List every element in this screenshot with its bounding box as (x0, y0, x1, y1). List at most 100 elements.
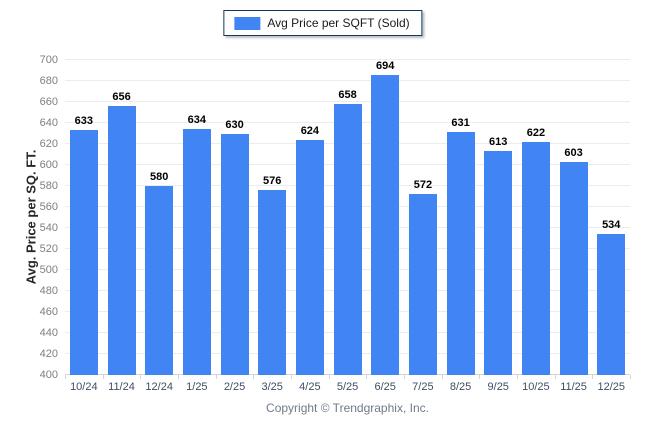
bar-value-label: 630 (225, 118, 244, 131)
x-tick-label: 10/24 (70, 381, 98, 393)
bar-value-label: 656 (112, 91, 131, 104)
y-tick-label: 400 (39, 369, 58, 381)
y-tick-label: 540 (39, 221, 58, 234)
bar-slot: 634 (178, 60, 216, 375)
x-tick-label: 4/25 (299, 381, 321, 393)
bar-slot: 658 (329, 60, 367, 375)
bar-slot: 630 (216, 60, 254, 375)
bar-value-label: 633 (74, 115, 94, 128)
bar-value-label: 658 (338, 89, 357, 102)
bar-slot: 633 (65, 60, 103, 375)
x-tick-label: 9/25 (487, 381, 509, 393)
bar-value-label: 534 (602, 219, 621, 232)
axis-tick (404, 375, 405, 379)
bar (446, 132, 475, 375)
axis-tick (178, 375, 179, 379)
copyright-text: Copyright © Trendgraphix, Inc. (266, 401, 429, 415)
axis-tick (65, 375, 66, 379)
bar-slot: 624 (291, 60, 329, 375)
x-tick-label: 12/25 (597, 381, 625, 393)
plot-area: 400 420 440 460 480 500 520 540 560 580 600 620 640 6… (40, 55, 631, 381)
bar (107, 106, 136, 375)
bar (333, 104, 362, 375)
x-tick-label: 7/25 (412, 381, 434, 393)
x-tick-label: 5/25 (336, 381, 359, 393)
legend-color-swatch (234, 16, 261, 30)
gridline (65, 79, 630, 81)
y-tick-label: 480 (39, 285, 58, 297)
bar-slot: 631 (442, 60, 480, 375)
gridline (65, 100, 630, 102)
bar-value-label: 694 (376, 60, 395, 72)
bar-slot: 603 (555, 60, 593, 375)
y-tick-label: 580 (39, 180, 58, 192)
bar (145, 186, 174, 375)
axis-tick (291, 375, 292, 379)
axis-tick (102, 375, 104, 379)
bar (182, 129, 211, 375)
bar-value-label: 631 (451, 117, 470, 130)
bar (521, 141, 550, 375)
bar-value-label: 624 (300, 124, 320, 137)
bar (559, 161, 588, 375)
bar (484, 151, 513, 375)
axis-tick (253, 375, 255, 379)
y-tick-label: 640 (39, 117, 58, 129)
x-tick-label: 3/25 (261, 381, 283, 393)
bar-value-label: 634 (187, 114, 207, 127)
bar (371, 75, 400, 375)
y-tick-label: 500 (39, 263, 58, 276)
x-tick-label: 1/25 (186, 381, 208, 393)
y-tick-label: 680 (39, 74, 58, 87)
axis-tick (479, 375, 481, 379)
bar (408, 194, 437, 375)
axis-tick (630, 375, 631, 379)
y-tick-label: 520 (39, 243, 58, 255)
y-tick-label: 600 (39, 158, 58, 171)
bar-value-label: 576 (263, 175, 282, 188)
x-tick-label: 10/25 (522, 381, 550, 393)
y-tick-label: 700 (39, 54, 58, 66)
bar-slot: 572 (404, 60, 442, 375)
bars-layer: 633 656 580 634 630 576 624 658 694 572 631 613 622 6… (65, 60, 630, 375)
bar-slot: 534 (592, 60, 630, 375)
bar-slot: 576 (253, 60, 291, 375)
bar-value-label: 580 (150, 171, 169, 183)
axis-tick (441, 375, 443, 379)
x-axis-ticks (65, 375, 631, 379)
axis-tick (592, 375, 594, 379)
bar (597, 234, 626, 375)
x-tick-label: 11/25 (560, 381, 587, 393)
bar-slot: 613 (479, 60, 517, 375)
axis-tick (215, 375, 217, 379)
bar-slot: 622 (517, 60, 555, 375)
bar-slot: 656 (103, 60, 141, 375)
x-tick-label: 6/25 (374, 381, 396, 393)
axis-tick (140, 375, 142, 379)
bar-value-label: 622 (526, 126, 546, 139)
gridline (65, 59, 630, 60)
axis-tick (517, 375, 518, 379)
bar (295, 139, 324, 375)
x-axis-labels: 10/24 11/24 12/24 1/25 2/25 3/25 4/25 5/25 6/25 7… (65, 381, 630, 393)
y-tick-label: 560 (39, 201, 58, 213)
y-tick-label: 460 (39, 306, 58, 318)
bar (220, 133, 249, 375)
x-tick-label: 2/25 (223, 381, 246, 393)
axis-tick (328, 375, 330, 379)
legend-label: Avg Price per SQFT (Sold) (267, 16, 410, 30)
x-tick-label: 12/24 (145, 381, 173, 393)
bar-slot: 580 (140, 60, 178, 375)
y-tick-label: 420 (39, 348, 58, 360)
x-tick-label: 11/24 (108, 381, 135, 393)
axis-tick (366, 375, 368, 379)
y-tick-label: 440 (39, 326, 58, 339)
bar-slot: 694 (366, 60, 404, 375)
y-tick-label: 660 (39, 95, 58, 108)
axis-tick (554, 375, 556, 379)
bar (69, 130, 98, 375)
bar (258, 190, 287, 375)
bar-value-label: 613 (489, 136, 508, 149)
chart-legend: Avg Price per SQFT (Sold) (223, 10, 423, 36)
